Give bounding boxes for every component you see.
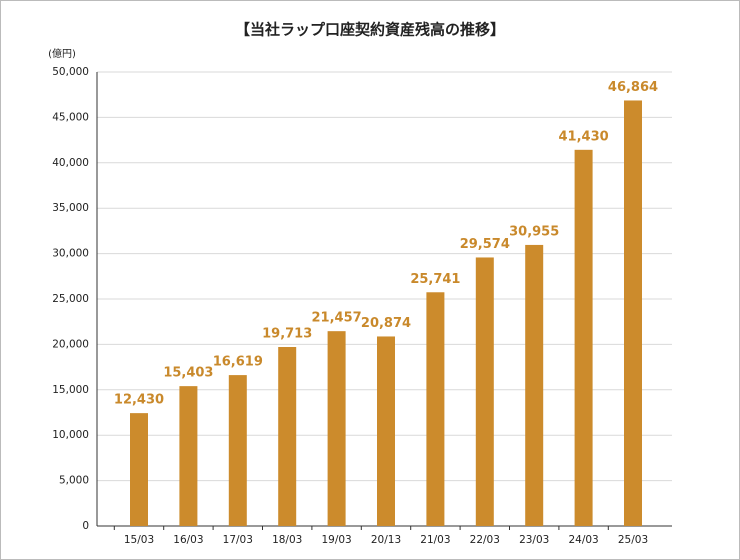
y-tick-label: 35,000 (52, 202, 89, 214)
y-tick-label: 0 (82, 520, 89, 532)
bar (426, 292, 445, 526)
y-tick-label: 45,000 (52, 111, 89, 123)
value-label: 25,741 (410, 272, 460, 287)
value-label: 41,430 (559, 129, 609, 144)
bar (525, 244, 544, 527)
value-label: 46,864 (608, 80, 658, 95)
x-tick-label: 22/03 (470, 534, 500, 546)
bar (228, 375, 247, 526)
y-tick-label: 25,000 (52, 293, 89, 305)
y-tick-label: 20,000 (52, 338, 89, 350)
bar (278, 347, 297, 526)
value-label: 29,574 (460, 237, 510, 252)
x-tick-label: 18/03 (272, 534, 302, 546)
y-axis-label: (億円) (48, 47, 76, 60)
x-tick-label: 20/13 (371, 534, 401, 546)
x-tick-label: 17/03 (223, 534, 253, 546)
chart-title: 【当社ラップ口座契約資産残高の推移】 (235, 21, 505, 39)
x-tick-label: 24/03 (568, 534, 598, 546)
x-tick-label: 23/03 (519, 534, 549, 546)
bar (377, 336, 395, 526)
y-tick-label: 30,000 (52, 248, 89, 260)
value-label: 21,457 (312, 311, 362, 326)
y-tick-label: 5,000 (59, 475, 89, 487)
value-label: 12,430 (114, 393, 164, 408)
y-tick-label: 15,000 (52, 384, 89, 396)
x-tick-label: 16/03 (173, 534, 203, 546)
x-tick-label: 15/03 (124, 534, 154, 546)
value-label: 15,403 (163, 366, 213, 381)
bar (130, 413, 148, 526)
bar (574, 149, 593, 526)
value-label: 20,874 (361, 316, 411, 331)
x-tick-label: 21/03 (420, 534, 450, 546)
y-tick-label: 40,000 (52, 157, 89, 169)
bar (179, 386, 198, 526)
bar (624, 100, 642, 526)
x-tick-label: 19/03 (321, 534, 351, 546)
y-tick-label: 10,000 (52, 429, 89, 441)
x-tick-label: 25/03 (618, 534, 648, 546)
value-label: 16,619 (213, 355, 263, 370)
y-tick-label: 50,000 (52, 66, 89, 78)
value-label: 30,955 (509, 224, 559, 239)
bar (327, 331, 346, 526)
bar (475, 257, 494, 526)
value-label: 19,713 (262, 327, 312, 342)
